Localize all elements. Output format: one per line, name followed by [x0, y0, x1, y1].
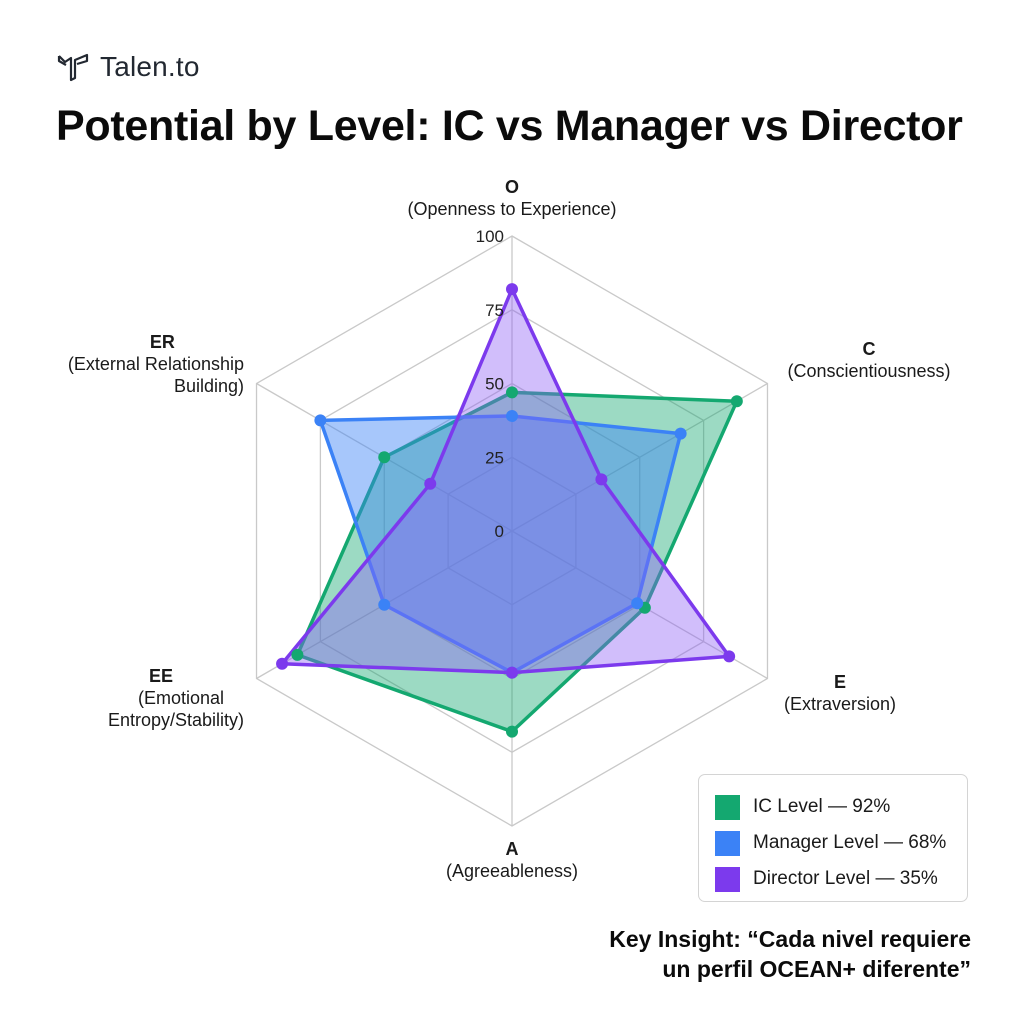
tick-label: 50: [485, 375, 504, 394]
legend-swatch-ic: [715, 794, 740, 820]
grid-spoke: [511, 382, 768, 532]
data-point: [506, 666, 518, 679]
brand: Talen.to: [56, 50, 200, 84]
axis-label-a: A (Agreeableness): [445, 839, 579, 881]
tick-label: 75: [485, 301, 504, 320]
data-point: [723, 650, 736, 663]
data-point: [674, 427, 687, 440]
axis-label-e: E (Extraversion): [783, 672, 897, 714]
radar-series: [276, 283, 743, 738]
legend-swatch-director: [715, 866, 740, 892]
key-insight: Key Insight: “Cada nivel requiere un per…: [609, 926, 971, 982]
radial-tick-labels: 0 25 50 75 100: [476, 227, 504, 541]
data-point: [314, 414, 327, 427]
axis-label-ee: EE (Emotional Entropy/Stability): [107, 666, 244, 730]
axis-label-c: C (Conscientiousness): [787, 339, 951, 381]
data-point: [291, 648, 304, 661]
legend-swatch-manager: [715, 830, 740, 856]
chart-legend: IC Level — 92% Manager Level — 68% Direc…: [698, 774, 968, 902]
data-point: [506, 409, 518, 422]
axis-label-o: O (Openness to Experience): [407, 177, 617, 219]
talento-logo-icon: [57, 53, 89, 82]
data-point: [631, 597, 644, 610]
legend-item-ic: IC Level — 92%: [715, 789, 967, 825]
data-point: [506, 725, 518, 738]
data-point: [730, 395, 743, 408]
data-point: [506, 386, 518, 399]
legend-item-director: Director Level — 35%: [715, 861, 967, 897]
data-point: [595, 473, 608, 486]
data-point: [378, 451, 391, 464]
data-point: [506, 283, 518, 296]
page-title: Potential by Level: IC vs Manager vs Dir…: [56, 102, 963, 150]
tick-label: 100: [476, 227, 504, 246]
data-point: [424, 477, 437, 490]
legend-item-manager: Manager Level — 68%: [715, 825, 967, 861]
tick-label: 0: [495, 522, 504, 541]
brand-name: Talen.to: [100, 51, 200, 82]
axis-label-er: ER (External Relationship Building): [67, 332, 244, 396]
data-point: [276, 657, 289, 670]
tick-label: 25: [485, 448, 504, 467]
data-point: [378, 598, 391, 611]
